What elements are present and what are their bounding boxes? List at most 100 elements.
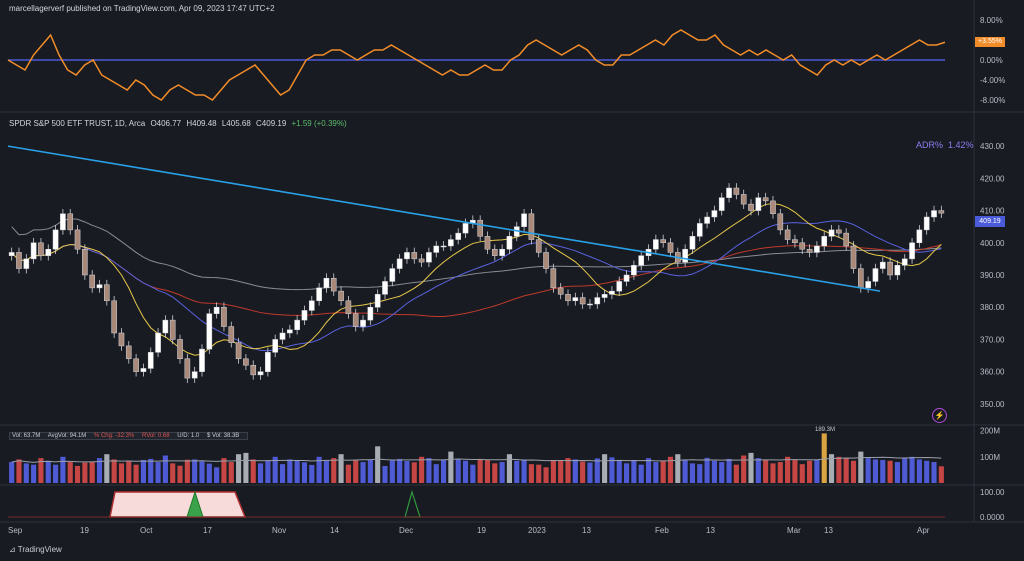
volume-bar [228,462,234,483]
candle-body [38,242,44,256]
price-tick-label: 380.00 [980,303,1005,312]
candle-body [528,213,535,240]
stat-ud: U/D: 1.0 [177,433,200,439]
candle-body [609,290,615,295]
volume-bar [624,463,630,483]
candle-body [499,248,505,256]
stat-rvol: RVol: 0.68 [142,433,170,439]
volume-bar [367,459,373,483]
candle-body [45,248,52,256]
ohlc-high: H409.48 [186,119,217,128]
volume-bar [462,460,469,483]
candle-body [872,268,879,282]
volume-bar [257,463,264,483]
candle-body [140,368,147,372]
candle-body [411,252,418,260]
volume-bar [572,459,578,483]
candle-body [865,281,871,289]
x-tick-label: 13 [582,526,591,535]
candle-body [60,213,66,231]
volume-bar [667,456,674,483]
volume-bar [309,464,315,483]
volume-bar [82,462,88,483]
volume-bar [558,460,564,483]
volume-bar [60,456,66,483]
candle-body [243,358,249,366]
candle-body [484,236,491,250]
volume-bar [682,459,688,483]
volume-bar [858,451,864,483]
candle-body [799,242,806,250]
candle-body [784,229,791,240]
candle-body [923,216,930,231]
candle-body [748,203,754,211]
candle-body [16,252,22,269]
candle-body [689,236,696,250]
candle-body [858,268,864,289]
candle-body [118,332,125,347]
candle-body [653,239,659,250]
volume-bar [719,462,725,483]
volume-bar [514,460,520,483]
x-tick-label: Sep [8,526,23,535]
candle-body [814,245,820,253]
adr-text: ADR% [916,140,944,150]
candle-body [133,358,139,372]
candle-body [836,229,842,234]
volume-bar [301,462,308,483]
tradingview-emblem-icon[interactable]: ⚡ [932,408,947,423]
candle-body [850,245,857,269]
volume-bar [126,460,132,483]
volume-bar [404,461,410,483]
candle-body [316,287,322,302]
adr-value: 1.42% [948,140,974,150]
volume-bar [397,458,403,483]
volume-bar [755,458,761,483]
candle-body [111,300,117,334]
volume-bar [902,458,908,483]
candle-body [184,358,191,379]
volume-bar [543,467,549,483]
candle-body [491,248,498,256]
volume-bar [133,464,139,483]
candle-body [147,352,154,369]
volume-bar [375,446,381,483]
candle-body [30,242,37,260]
candle-body [601,294,608,298]
candle-body [887,261,893,276]
volume-bar [192,459,198,483]
x-tick-label: 19 [80,526,89,535]
candle-body [762,197,769,202]
tradingview-footer[interactable]: ⊿ TradingView [9,545,62,554]
volume-bar [448,451,454,483]
volume-bar [594,458,600,483]
candle-body [821,236,828,247]
candle-body [433,245,440,253]
candle-body [455,232,462,240]
stage-panel: 100.00 0.0000 [8,488,1005,522]
volume-bar [814,459,820,483]
candle-body [660,239,666,244]
volume-bar [148,458,154,483]
osc-series-line [7,29,946,101]
x-tick-label: 19 [477,526,486,535]
price-tick-label: 400.00 [980,239,1005,248]
volume-bar [565,458,571,483]
candle-body [901,258,908,266]
volume-tick-label: 200M [980,427,1000,436]
price-tick-label: 370.00 [980,335,1005,344]
candle-body [404,252,410,260]
volume-bar [733,464,739,483]
price-panel: 430.00 420.00 410.00 400.00 390.00 380.00 370.… [7,142,1005,409]
x-axis: Sep 19 Oct 17 Nov 14 Dec 19 2023 13 Feb 13 Mar 13 Apr [8,526,930,535]
volume-bar [294,459,300,483]
volume-bar [214,467,220,483]
volume-bar [843,458,849,483]
volume-bar [528,464,534,483]
volume-bar [697,464,703,483]
volume-bar [155,462,161,483]
candle-body [125,345,132,360]
stage-tick-label: 100.00 [980,488,1005,497]
candle-body [733,187,740,195]
